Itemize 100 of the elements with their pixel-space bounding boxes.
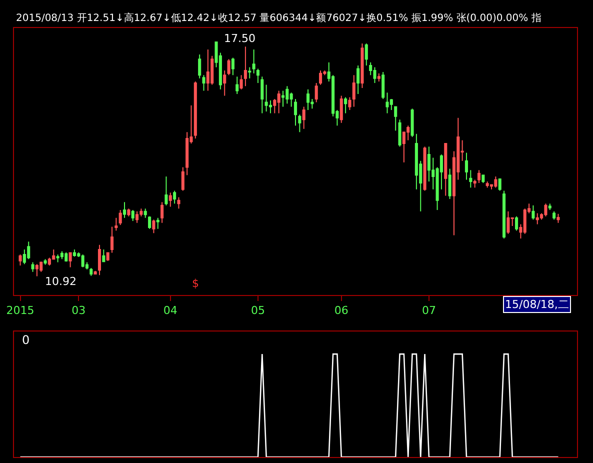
candlestick <box>552 210 556 220</box>
candlestick <box>68 252 72 268</box>
candlestick <box>64 252 68 262</box>
candlestick <box>136 210 139 224</box>
candlestick <box>98 244 102 276</box>
candlestick <box>344 96 348 114</box>
x-tick-label: 03 <box>72 304 86 318</box>
candlestick <box>244 46 247 87</box>
candlestick <box>532 204 535 220</box>
candlestick <box>423 146 426 192</box>
candlestick <box>231 57 234 76</box>
candlestick <box>373 66 376 84</box>
candlestick <box>348 96 352 111</box>
candlestick <box>118 210 122 226</box>
candlestick <box>352 74 356 108</box>
candlestick <box>477 170 481 184</box>
candlestick <box>556 213 560 224</box>
candlestick <box>464 152 468 180</box>
candlestick <box>236 76 239 94</box>
candlestick <box>248 66 252 79</box>
candlestick <box>382 71 385 100</box>
candlestick <box>498 178 502 192</box>
candlestick <box>177 196 180 210</box>
candlestick <box>394 106 398 132</box>
candlestick <box>168 192 172 208</box>
candlestick <box>410 108 414 138</box>
candlestick <box>90 268 93 276</box>
chart-subtitle: 2015/08/13 开12.51↓高12.67↓低12.42↓收12.57 量606344↓额76027↓换0.51% 振1.99% 张(0.00)0.00% 指 <box>16 12 542 24</box>
candlestick <box>35 264 38 277</box>
candlestick <box>131 210 134 222</box>
candlestick <box>227 58 230 76</box>
candlestick <box>548 203 552 211</box>
candlestick <box>122 202 126 218</box>
candlestick <box>302 106 306 130</box>
candlestick <box>240 74 243 90</box>
candlestick <box>298 114 302 133</box>
candlestick <box>386 92 389 114</box>
candlestick <box>156 217 160 230</box>
candlestick <box>544 203 548 217</box>
candlestick <box>256 68 260 84</box>
candlestick <box>515 216 518 232</box>
candlestick <box>314 82 318 103</box>
candlestick <box>27 241 30 260</box>
candlestick <box>102 249 106 262</box>
candlestick <box>377 72 380 82</box>
candlestick <box>81 254 84 268</box>
candlestick <box>252 49 256 74</box>
candlestick <box>202 74 206 92</box>
candlestick <box>340 95 343 124</box>
candlestick <box>94 270 97 275</box>
candlestick <box>18 254 22 266</box>
candlestick <box>360 42 364 88</box>
candlestick <box>473 179 476 188</box>
candlestick <box>294 98 298 126</box>
annotation: 10.92 <box>45 275 76 288</box>
candlestick <box>260 76 264 114</box>
x-tick-label: 06 <box>334 304 348 318</box>
x-tick-label: 05 <box>250 304 265 318</box>
candlestick <box>148 216 152 230</box>
candlestick <box>223 70 226 96</box>
candlestick <box>173 190 176 204</box>
candlestick <box>160 202 164 224</box>
candlestick <box>40 261 43 272</box>
candlestick <box>60 250 64 260</box>
candlestick <box>444 142 448 196</box>
candlestick <box>482 174 485 184</box>
candlestick <box>106 252 110 262</box>
x-tick-label: 07 <box>422 304 436 318</box>
candlestick <box>164 176 168 206</box>
candlestick <box>198 54 202 79</box>
candlestick <box>144 208 147 218</box>
candlestick <box>44 258 47 266</box>
candlestick <box>502 190 506 239</box>
candlestick <box>448 168 452 200</box>
candlestick <box>286 86 289 104</box>
candlestick <box>31 262 34 272</box>
x-tick-label: 04 <box>163 304 178 318</box>
candlestick <box>181 166 184 192</box>
candlestick <box>494 176 498 188</box>
candlestick <box>152 219 156 234</box>
candlestick <box>356 65 360 94</box>
candlestick <box>536 212 539 225</box>
candlestick <box>281 90 285 108</box>
x-tick-label: 2015 <box>6 304 34 318</box>
candlestick <box>277 90 280 114</box>
chart-title: 0 <box>22 333 30 347</box>
candlestick <box>206 49 210 92</box>
candlestick <box>364 42 368 66</box>
candlestick <box>110 226 114 254</box>
candlestick <box>306 88 310 111</box>
candlestick <box>469 170 472 188</box>
candlestick <box>72 249 76 258</box>
candlestick <box>194 81 197 139</box>
candlestick <box>127 208 130 217</box>
candlestick <box>56 254 60 263</box>
candlestick <box>486 181 489 188</box>
text: $ <box>192 277 199 290</box>
candlestick <box>398 119 402 148</box>
text: 15/08/18,二 <box>505 298 569 311</box>
annotation: 17.50 <box>224 32 256 45</box>
